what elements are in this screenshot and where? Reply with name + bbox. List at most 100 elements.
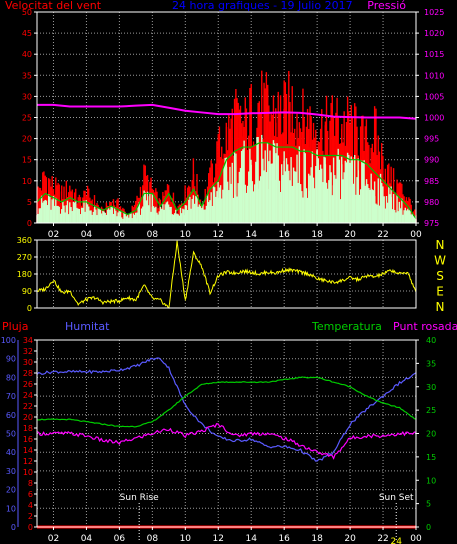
humidity-tick-label: 4: [28, 501, 33, 510]
humidity-tick-label: 20: [23, 413, 33, 422]
rain-tick-label: 30: [6, 467, 16, 476]
x-tick-label: 12: [213, 230, 224, 240]
wind-tick-label: 35: [22, 71, 32, 80]
sunset-overlay-label: 24: [390, 537, 402, 544]
temperature-tick-label: 0: [426, 523, 431, 532]
wind-tick-label: 45: [22, 29, 32, 38]
humidity-tick-label: 28: [23, 369, 33, 378]
x-tick-label: 06: [114, 534, 126, 544]
x-tick-label: 16: [278, 534, 290, 544]
compass-label: W: [434, 254, 446, 268]
humidity-tick-label: 32: [23, 347, 33, 356]
x-tick-label: 10: [180, 534, 192, 544]
rain-tick-label: 100: [1, 336, 16, 345]
wind-tick-label: 10: [22, 177, 32, 186]
rain-tick-label: 70: [6, 392, 16, 401]
humidity-tick-label: 34: [23, 336, 33, 345]
x-tick-label: 04: [81, 534, 93, 544]
pressure-tick-label: 1020: [424, 29, 444, 38]
compass-label: N: [436, 238, 445, 252]
x-tick-label: 14: [245, 230, 257, 240]
humidity-tick-label: 2: [28, 512, 33, 521]
x-tick-label: 16: [278, 230, 290, 240]
pressure-tick-label: 1010: [424, 71, 444, 80]
direction-tick-label: 360: [17, 236, 32, 245]
humidity-tick-label: 12: [23, 457, 33, 466]
wind-direction-line: [36, 240, 417, 309]
direction-tick-label: 270: [17, 253, 32, 262]
direction-tick-label: 0: [27, 304, 32, 313]
temperature-tick-label: 40: [426, 336, 436, 345]
x-tick-label: 20: [344, 534, 356, 544]
x-tick-label: 10: [180, 230, 192, 240]
temperature-tick-label: 15: [426, 453, 436, 462]
humidity-tick-label: 24: [23, 391, 33, 400]
temperature-tick-label: 25: [426, 406, 436, 415]
wind-tick-label: 25: [22, 114, 32, 123]
rain-tick-label: 50: [6, 430, 16, 439]
humidity-tick-label: 18: [23, 424, 33, 433]
rain-tick-label: 60: [6, 411, 16, 420]
rain-tick-label: 0: [11, 523, 16, 532]
temperature-label: Temperatura: [311, 320, 382, 333]
dew-point-label: Punt rosada: [393, 320, 457, 333]
temperature-tick-label: 5: [426, 500, 431, 509]
wind-speed-label: Velocitat del vent: [5, 0, 102, 12]
humidity-tick-label: 0: [28, 523, 33, 532]
x-tick-label: 14: [245, 534, 257, 544]
compass-label: E: [436, 285, 444, 299]
temperature-tick-label: 35: [426, 359, 436, 368]
rain-tick-label: 20: [6, 486, 16, 495]
x-tick-label: 22: [377, 230, 388, 240]
pressure-tick-label: 985: [424, 177, 439, 186]
wind-tick-label: 40: [22, 50, 32, 59]
rain-tick-label: 10: [6, 504, 16, 513]
x-tick-label: 06: [114, 230, 126, 240]
pressure-line: [37, 103, 417, 120]
humidity-tick-label: 14: [23, 446, 33, 455]
pressure-tick-label: 1025: [424, 8, 444, 17]
pressure-tick-label: 1005: [424, 92, 444, 101]
temperature-tick-label: 10: [426, 476, 436, 485]
wind-tick-label: 15: [22, 156, 32, 165]
temp-panel-axes: 0102030405060708090100024681012141618202…: [1, 336, 436, 544]
sunrise-label: Sun Rise: [120, 493, 159, 503]
wind-tick-label: 0: [27, 219, 32, 228]
wind-tick-label: 50: [22, 8, 32, 17]
humidity-tick-label: 6: [28, 490, 33, 499]
humidity-tick-label: 26: [23, 380, 33, 389]
humidity-tick-label: 16: [23, 435, 33, 444]
humidity-label: Humitat: [65, 320, 110, 333]
x-tick-label: 08: [147, 534, 159, 544]
direction-tick-label: 180: [17, 270, 32, 279]
pressure-tick-label: 1015: [424, 50, 444, 59]
humidity-tick-label: 22: [23, 402, 33, 411]
temperature-tick-label: 20: [426, 430, 436, 439]
humidity-line: [36, 357, 417, 462]
humidity-tick-label: 8: [28, 479, 33, 488]
x-tick-label: 00: [410, 230, 422, 240]
rain-tick-label: 80: [6, 373, 16, 382]
rain-tick-label: 40: [6, 448, 16, 457]
wind-tick-label: 20: [22, 135, 32, 144]
temperature-tick-label: 30: [426, 383, 436, 392]
compass-label: N: [436, 300, 445, 314]
humidity-tick-label: 10: [23, 468, 33, 477]
compass-label: S: [436, 269, 444, 283]
x-tick-label: 18: [311, 534, 323, 544]
x-tick-label: 02: [48, 230, 59, 240]
direction-tick-label: 90: [22, 287, 32, 296]
temperature-line: [36, 376, 417, 428]
chart-title: 24 hora grafiques - 19 Julio 2017: [172, 0, 353, 12]
rain-label: Pluja: [2, 320, 28, 333]
x-tick-label: 22: [377, 534, 388, 544]
x-tick-label: 20: [344, 230, 356, 240]
wind-tick-label: 30: [22, 92, 32, 101]
pressure-tick-label: 1000: [424, 114, 444, 123]
dew-point-line: [36, 423, 417, 460]
x-tick-label: 00: [410, 534, 422, 544]
x-tick-label: 12: [213, 534, 224, 544]
